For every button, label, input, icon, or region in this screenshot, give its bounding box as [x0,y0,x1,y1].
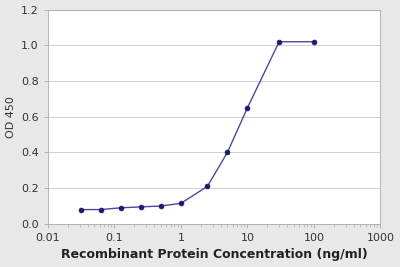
X-axis label: Recombinant Protein Concentration (ng/ml): Recombinant Protein Concentration (ng/ml… [61,249,368,261]
Y-axis label: OD 450: OD 450 [6,96,16,138]
